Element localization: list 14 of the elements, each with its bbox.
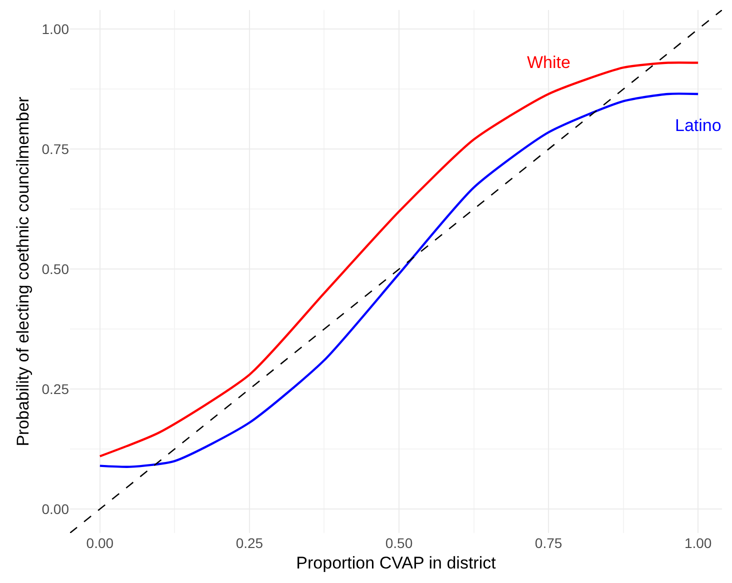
series-label: White: [527, 53, 570, 72]
y-tick-label: 0.25: [42, 380, 70, 397]
series-label: Latino: [675, 116, 722, 135]
x-tick-label: 0.00: [86, 535, 114, 551]
x-tick-label: 0.25: [236, 535, 264, 551]
x-tick-label: 0.50: [385, 535, 413, 551]
x-axis-title: Proportion CVAP in district: [296, 553, 496, 572]
x-tick-label: 0.75: [534, 535, 562, 551]
y-tick-label: 1.00: [42, 21, 70, 38]
y-tick-label: 0.50: [42, 261, 70, 277]
y-axis-title: Probability of electing coethnic councilmember: [13, 96, 32, 446]
x-tick-label: 1.00: [684, 535, 712, 551]
y-tick-label: 0.00: [42, 500, 70, 517]
y-tick-label: 0.75: [42, 141, 70, 158]
